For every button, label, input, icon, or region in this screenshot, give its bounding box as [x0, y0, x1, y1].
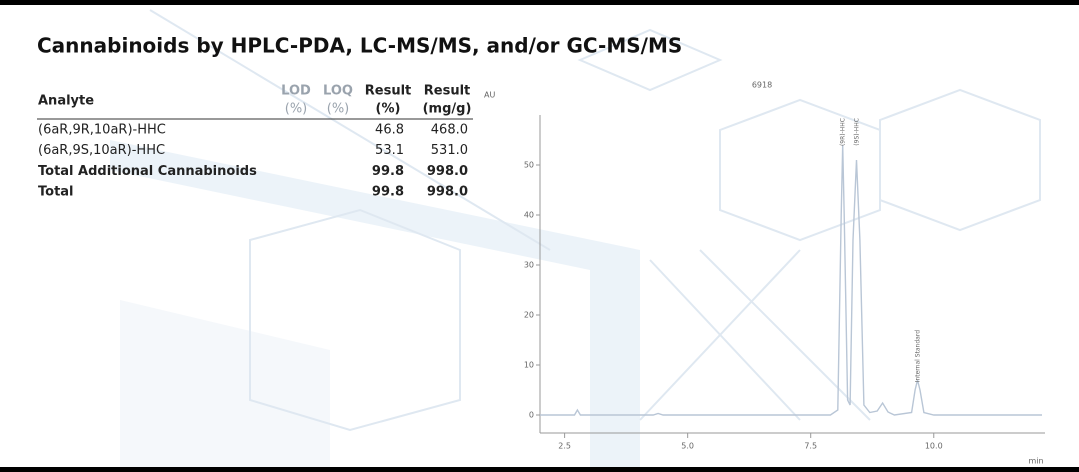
x-tick-label: 7.5	[804, 442, 817, 451]
peak-label: Internal Standard	[915, 330, 922, 383]
column-header-unit: (%)	[327, 102, 350, 117]
peak-label: (9R)-HHC	[840, 118, 847, 146]
column-header: Result	[365, 84, 412, 99]
column-header: Result	[424, 84, 471, 99]
table-body: LOD (%) LOQ (%) Result (%) Result (mg/g) (6aR,9R…	[38, 84, 471, 200]
top-bar	[0, 0, 1079, 5]
analyte-name: Total	[38, 185, 74, 200]
sample-id: 6918	[752, 81, 772, 90]
chromatogram: 0 10 20 30 40 50 2.5 5.0 7.5 10.0 AU min 6918 (9R)-HH…	[484, 81, 1045, 466]
y-tick-label: 10	[524, 361, 534, 370]
trace	[540, 144, 1042, 416]
result-mgg: 998.0	[427, 164, 468, 179]
bottom-bar	[0, 467, 1079, 472]
x-tick-label: 10.0	[925, 442, 943, 451]
analyte-name: (6aR,9S,10aR)-HHC	[38, 143, 165, 158]
analyte-name: (6aR,9R,10aR)-HHC	[38, 123, 166, 138]
column-header: LOD	[281, 84, 311, 99]
column-header-unit: (%)	[285, 102, 308, 117]
y-tick-label: 50	[524, 161, 534, 170]
result-percent: 46.8	[375, 123, 404, 138]
y-tick-label: 30	[524, 261, 534, 270]
column-header-unit: (mg/g)	[423, 102, 472, 117]
peak-label: (9S)-HHC	[854, 118, 861, 146]
result-mgg: 531.0	[431, 143, 468, 158]
x-tick-label: 5.0	[681, 442, 694, 451]
result-percent: 53.1	[375, 143, 404, 158]
result-percent: 99.8	[372, 164, 404, 179]
result-mgg: 998.0	[427, 185, 468, 200]
x-unit: min	[1028, 457, 1043, 466]
title: Cannabinoids by HPLC-PDA, LC-MS/MS, and/…	[37, 34, 682, 58]
analyte-header: Analyte	[38, 94, 94, 109]
background-decoration	[110, 9, 1041, 472]
column-header: LOQ	[323, 84, 353, 99]
x-tick-label: 2.5	[558, 442, 571, 451]
y-tick-label: 40	[524, 211, 534, 220]
y-unit: AU	[484, 91, 495, 100]
y-tick-label: 0	[529, 411, 534, 420]
result-percent: 99.8	[372, 185, 404, 200]
analyte-name: Total Additional Cannabinoids	[38, 164, 257, 179]
column-header-unit: (%)	[376, 102, 401, 117]
result-mgg: 468.0	[431, 123, 468, 138]
y-tick-label: 20	[524, 311, 534, 320]
